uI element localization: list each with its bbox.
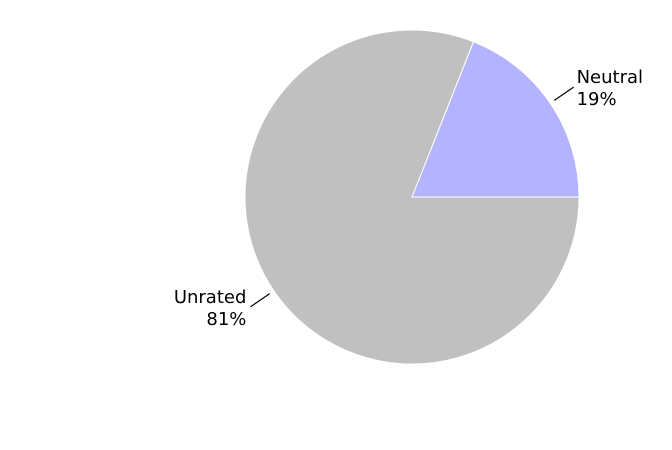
- pie-slice-unrated: [244, 29, 580, 365]
- leader-line-unrated: [250, 293, 271, 308]
- pie-slices: [244, 29, 580, 365]
- leader-line-neutral: [553, 86, 574, 101]
- slice-label-neutral: Neutral: [577, 67, 643, 88]
- slice-percent-neutral: 19%: [577, 89, 617, 110]
- slice-percent-unrated: 81%: [206, 309, 246, 330]
- pie-slice-neutral: [411, 41, 580, 198]
- pie-leader-lines: [250, 86, 574, 308]
- slice-label-unrated: Unrated: [174, 287, 247, 308]
